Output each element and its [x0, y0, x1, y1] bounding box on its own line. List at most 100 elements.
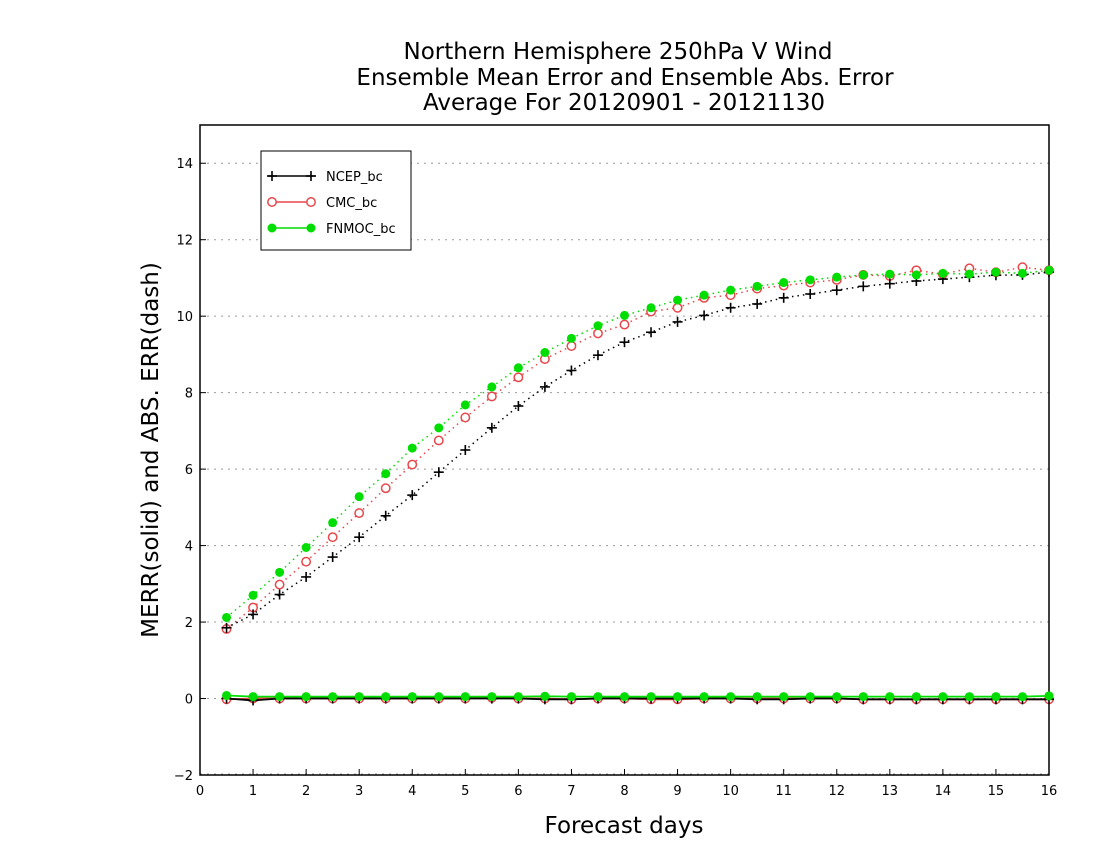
- legend-marker: [306, 223, 316, 233]
- x-tick-label: 13: [882, 784, 899, 799]
- mean-error-point-fnmoc-bc: [328, 692, 338, 702]
- mean-error-point-fnmoc-bc: [620, 692, 629, 702]
- mean-error-point-fnmoc-bc: [805, 692, 815, 702]
- abs-error-point-ncep-bc: [752, 298, 763, 309]
- mean-error-point-fnmoc-bc: [248, 692, 258, 702]
- abs-error-point-cmc-bc: [380, 483, 391, 494]
- abs-error-point-ncep-bc: [513, 401, 524, 412]
- abs-error-point-fnmoc-bc: [540, 348, 550, 357]
- mean-error-point-fnmoc-bc: [885, 692, 895, 702]
- x-axis-ticks: 0 1 2 3 4 5 6 7 8 9 10 11 12 13 14 15 16: [196, 769, 1057, 799]
- x-tick-label: 11: [775, 784, 792, 799]
- mean-error-point-fnmoc-bc: [752, 692, 762, 702]
- abs-error-line-ncep-bc: [226, 271, 1050, 629]
- chart-title-line-2: Ensemble Mean Error and Ensemble Abs. Er…: [356, 65, 894, 91]
- x-tick-label: 5: [461, 784, 469, 799]
- x-tick-label: 9: [673, 784, 681, 799]
- chart-title-line-3: Average For 20120901 - 20121130: [423, 90, 825, 116]
- abs-error-point-fnmoc-bc: [222, 612, 232, 622]
- x-tick-label: 7: [567, 784, 575, 799]
- abs-error-point-ncep-bc: [221, 622, 232, 633]
- legend-marker: [306, 197, 316, 207]
- series-fnmoc-bc: [222, 265, 1054, 702]
- x-tick-label: 4: [408, 784, 416, 799]
- legend-marker: [267, 171, 277, 181]
- mean-error-point-fnmoc-bc: [593, 692, 603, 702]
- x-tick-label: 16: [1041, 784, 1058, 799]
- abs-error-point-ncep-bc: [778, 292, 789, 303]
- legend-label-ncep-bc: NCEP_bc: [326, 170, 383, 185]
- abs-error-point-fnmoc-bc: [513, 363, 523, 373]
- y-axis-label: MERR(solid) and ABS. ERR(dash): [138, 262, 164, 638]
- abs-error-point-fnmoc-bc: [885, 269, 895, 279]
- abs-error-point-fnmoc-bc: [752, 281, 762, 291]
- abs-error-point-fnmoc-bc: [726, 285, 736, 295]
- abs-error-point-cmc-bc: [301, 556, 312, 567]
- x-tick-label: 6: [514, 784, 522, 799]
- abs-error-point-ncep-bc: [831, 285, 842, 296]
- abs-error-point-fnmoc-bc: [487, 382, 497, 392]
- abs-error-point-cmc-bc: [460, 412, 471, 423]
- legend-item-fnmoc-bc: FNMOC_bc: [267, 222, 396, 237]
- x-tick-label: 0: [196, 784, 204, 799]
- x-tick-label: 10: [722, 784, 739, 799]
- mean-error-point-fnmoc-bc: [407, 692, 417, 702]
- abs-error-point-fnmoc-bc: [354, 492, 364, 502]
- mean-error-point-fnmoc-bc: [540, 691, 550, 701]
- abs-error-point-ncep-bc: [433, 467, 444, 478]
- abs-error-point-fnmoc-bc: [328, 518, 338, 528]
- abs-error-point-fnmoc-bc: [911, 270, 921, 280]
- legend-label-cmc-bc: CMC_bc: [326, 196, 377, 211]
- abs-error-point-fnmoc-bc: [434, 423, 444, 433]
- y-tick-label: 10: [176, 310, 193, 325]
- abs-error-point-fnmoc-bc: [381, 469, 391, 479]
- abs-error-point-ncep-bc: [805, 289, 816, 299]
- abs-error-point-cmc-bc: [513, 372, 524, 383]
- abs-error-point-ncep-bc: [354, 532, 365, 543]
- mean-error-point-fnmoc-bc: [646, 692, 656, 702]
- abs-error-point-fnmoc-bc: [566, 333, 576, 343]
- y-tick-label: 2: [185, 616, 193, 631]
- legend-items: NCEP_bc CMC_bc FNMOC_bc: [267, 170, 396, 237]
- mean-error-point-fnmoc-bc: [673, 692, 683, 702]
- abs-error-point-cmc-bc: [327, 532, 338, 543]
- abs-error-point-fnmoc-bc: [301, 543, 311, 552]
- chart-title-line-1: Northern Hemisphere 250hPa V Wind: [404, 39, 833, 65]
- mean-error-point-fnmoc-bc: [381, 692, 391, 702]
- abs-error-point-fnmoc-bc: [460, 400, 470, 410]
- series-cmc-bc: [221, 262, 1054, 705]
- abs-error-point-cmc-bc: [566, 341, 577, 351]
- mean-error-point-fnmoc-bc: [434, 692, 444, 702]
- abs-error-point-fnmoc-bc: [1017, 268, 1027, 278]
- abs-error-point-ncep-bc: [460, 445, 471, 455]
- mean-error-point-fnmoc-bc: [938, 692, 948, 702]
- abs-error-point-fnmoc-bc: [991, 267, 1001, 277]
- mean-error-point-fnmoc-bc: [487, 692, 497, 702]
- abs-error-point-cmc-bc: [354, 508, 365, 519]
- abs-error-point-fnmoc-bc: [858, 270, 868, 280]
- abs-error-point-cmc-bc: [433, 435, 444, 446]
- mean-error-point-fnmoc-bc: [858, 692, 868, 702]
- y-axis-ticks: −2 0 2 4 6 8 10 12 14: [174, 157, 206, 784]
- mean-error-point-fnmoc-bc: [1017, 692, 1027, 702]
- chart-title: Northern Hemisphere 250hPa V Wind Ensemb…: [356, 39, 894, 116]
- abs-error-point-ncep-bc: [539, 381, 550, 392]
- mean-error-point-fnmoc-bc: [275, 692, 285, 702]
- x-tick-label: 2: [302, 784, 310, 799]
- mean-error-point-fnmoc-bc: [460, 692, 470, 702]
- abs-error-line-cmc-bc: [226, 266, 1050, 630]
- mean-error-point-fnmoc-bc: [301, 692, 311, 702]
- legend: NCEP_bc CMC_bc FNMOC_bc: [260, 150, 412, 251]
- legend-marker: [306, 171, 316, 181]
- mean-error-point-fnmoc-bc: [832, 692, 842, 702]
- abs-error-point-ncep-bc: [592, 350, 603, 361]
- abs-error-point-fnmoc-bc: [832, 272, 842, 282]
- abs-error-point-ncep-bc: [327, 552, 338, 563]
- gridlines: [200, 162, 1049, 775]
- abs-error-point-fnmoc-bc: [620, 310, 629, 320]
- y-tick-label: 14: [176, 157, 193, 172]
- abs-error-point-cmc-bc: [619, 319, 630, 330]
- abs-error-point-ncep-bc: [858, 281, 869, 292]
- abs-error-line-fnmoc-bc: [226, 269, 1050, 619]
